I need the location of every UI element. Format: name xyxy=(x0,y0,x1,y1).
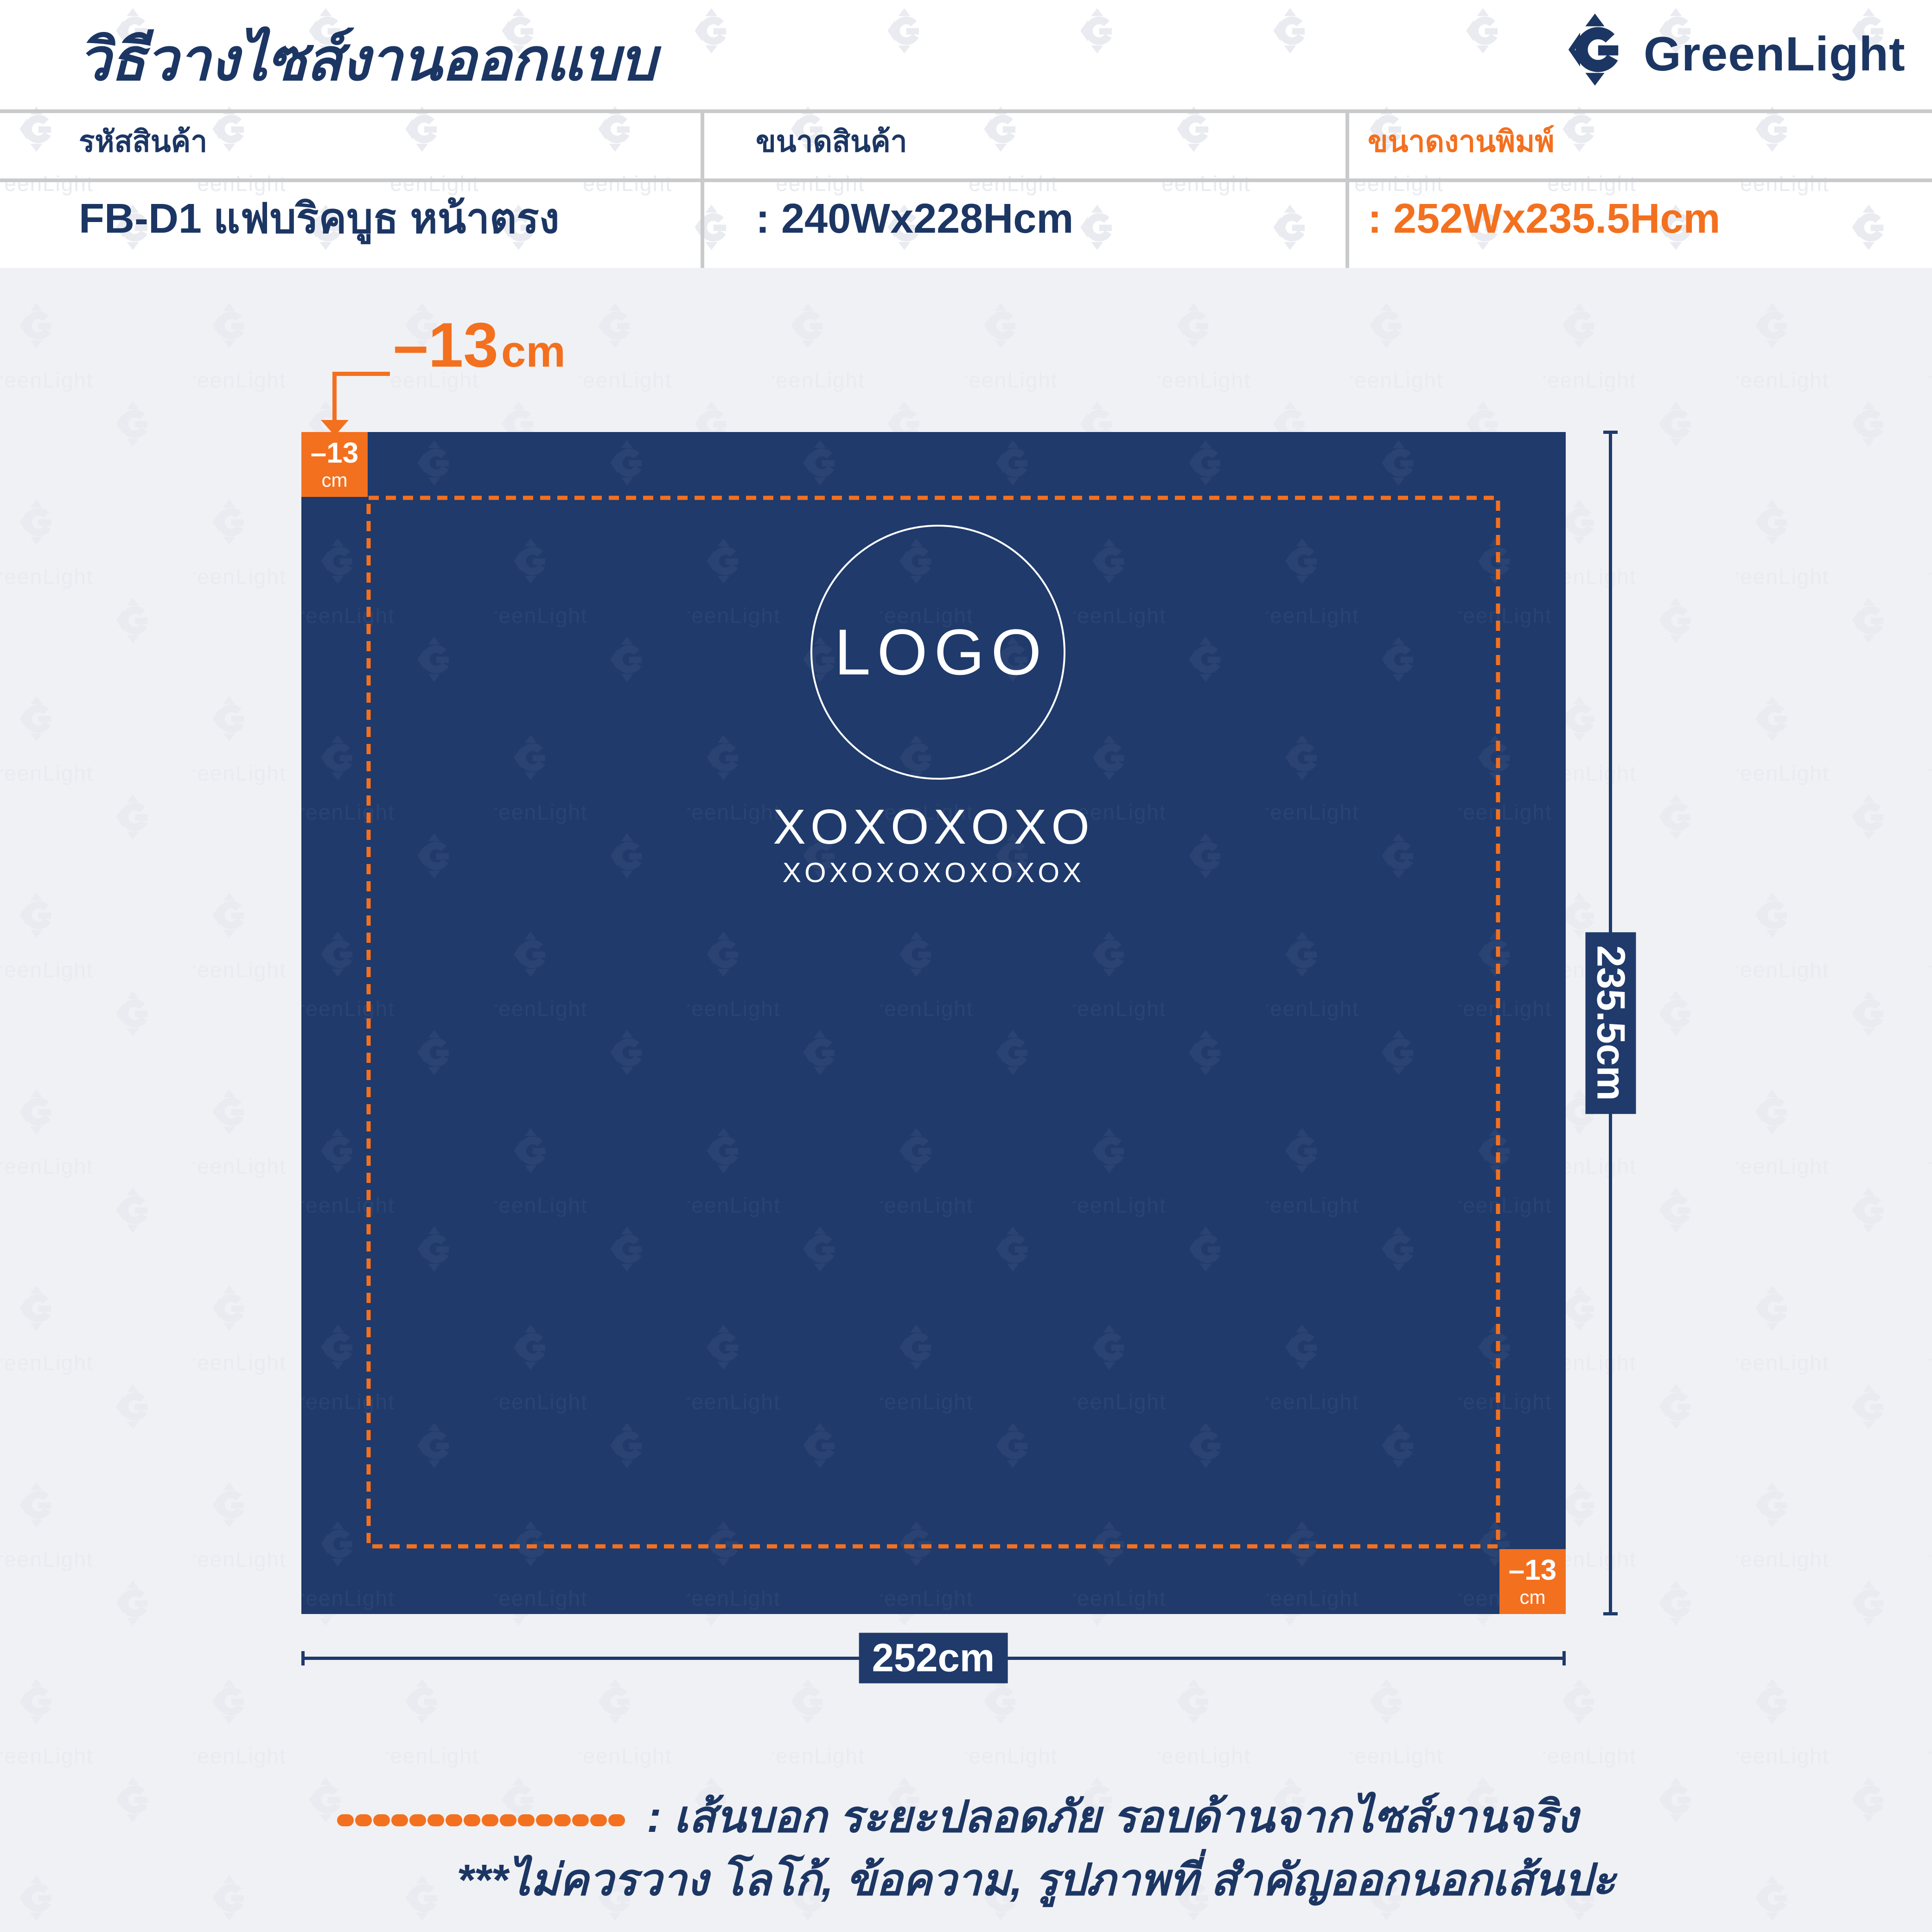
cell-print-size: : 252Wx235.5Hcm xyxy=(1368,196,1721,242)
brand-lockup: GreenLight xyxy=(1558,12,1919,93)
bleed-badge-unit: cm xyxy=(321,469,348,491)
logo-placeholder-text: LOGO xyxy=(834,616,1048,688)
bleed-badge-value: –13 xyxy=(1508,1554,1557,1586)
width-dimension-label: 252cm xyxy=(859,1633,1008,1684)
width-dimension-tick-right xyxy=(1562,1651,1566,1665)
bleed-callout-unit: cm xyxy=(501,327,566,376)
brand-name: GreenLight xyxy=(1644,27,1906,81)
placeholder-subline-text: XOXOXOXOXOXOX xyxy=(782,857,1085,888)
table-border-col2 xyxy=(1345,109,1349,268)
column-header-product-code: รหัสสินค้า xyxy=(79,125,208,158)
safe-area-dashed-border xyxy=(366,496,1500,1549)
table-border-top xyxy=(0,109,1932,113)
height-dimension-tick-top xyxy=(1603,431,1618,434)
bleed-badge-value: –13 xyxy=(310,437,359,469)
table-border-middle xyxy=(0,178,1932,182)
column-header-product-size: ขนาดสินค้า xyxy=(756,125,907,158)
callout-leader-line-vertical xyxy=(332,372,337,421)
safe-area-legend-dashed-line xyxy=(337,1814,628,1826)
greenlight-logo-icon xyxy=(1558,12,1632,87)
bleed-badge-unit: cm xyxy=(1519,1586,1546,1608)
cell-product-size: : 240Wx228Hcm xyxy=(756,196,1074,242)
column-header-print-size: ขนาดงานพิมพ์ xyxy=(1368,125,1555,158)
height-dimension-tick-bottom xyxy=(1603,1612,1618,1615)
note-safe-area-description: : เส้นบอก ระยะปลอดภัย รอบด้านจากไซส์งานจ… xyxy=(647,1792,1578,1842)
bleed-callout-label: –13 cm xyxy=(393,313,566,376)
note-warning: ***ไม่ควรวาง โลโก้, ข้อความ, รูปภาพที่ ส… xyxy=(457,1856,1616,1905)
placeholder-headline-text: XOXOXOXO xyxy=(773,800,1094,854)
bleed-badge-bottom-right: –13 cm xyxy=(1499,1549,1566,1614)
logo-placeholder-circle: LOGO xyxy=(810,525,1065,780)
page-title: วิธีวางไซส์งานออกแบบ xyxy=(78,27,657,92)
artwork-canvas: –13 cm –13 cm LOGO XOXOXOXO XOXOXOXOXOXO… xyxy=(301,432,1566,1614)
height-dimension-label: 235.5cm xyxy=(1585,932,1636,1114)
bleed-callout-value: –13 xyxy=(393,310,498,380)
callout-leader-line-horizontal xyxy=(332,372,390,376)
table-border-col1 xyxy=(701,109,704,268)
cell-product-code: FB-D1 แฟบริคบูธ หน้าตรง xyxy=(79,196,560,242)
bleed-badge-top-left: –13 cm xyxy=(301,432,368,497)
width-dimension-tick-left xyxy=(301,1651,305,1665)
